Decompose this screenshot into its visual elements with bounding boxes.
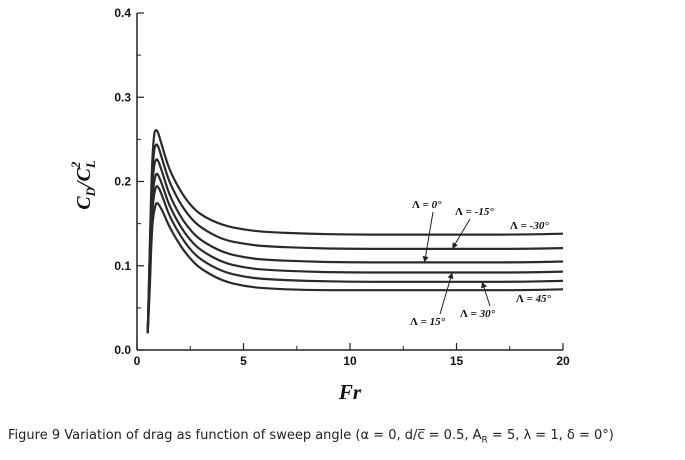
figure-caption: Figure 9 Variation of drag as function o…	[8, 428, 685, 446]
series-line-3	[146, 172, 564, 334]
series-line-4	[146, 184, 564, 334]
chart-series	[146, 129, 564, 334]
annotation-label-m15: Λ = -15°	[455, 206, 494, 218]
y-tick-label: 0.0	[114, 343, 131, 357]
y-tick-label: 0.1	[114, 259, 131, 273]
caption-params: α = 0, d/c̅ = 0.5, A	[360, 428, 482, 443]
annotation-arrowhead-p30	[481, 281, 487, 289]
annotation-label-p30: Λ = 30°	[460, 308, 496, 320]
annotation-arrow-a0	[424, 211, 434, 263]
drag-chart: 0 5 10 15 200.00.10.20.30.4 Λ = 0°Λ = -15°Λ …	[68, 6, 570, 404]
x-tick-label: 15	[450, 354, 464, 368]
series-line-5	[146, 201, 564, 334]
x-tick-label: 20	[556, 354, 570, 368]
series-line-0	[146, 129, 564, 334]
annotation-label-m30: Λ = -30°	[510, 220, 549, 232]
series-line-2	[146, 158, 564, 334]
caption-rest: = 5, λ = 1, δ = 0°)	[487, 428, 614, 443]
chart-annotations: Λ = 0° Λ = -15° Λ = -30° Λ = 15° Λ = 30° Λ = …	[410, 199, 552, 328]
y-tick-label: 0.4	[114, 6, 131, 20]
x-tick-label: 10	[343, 354, 357, 368]
x-tick-label: 0	[134, 354, 141, 368]
annotation-label-a0: Λ = 0°	[412, 199, 442, 211]
chart-ticks: 0 5 10 15 20 0.0 0.1 0.2 0.3 0.4	[114, 6, 570, 368]
caption-prefix: Figure 9 Variation of drag as function o…	[8, 428, 361, 443]
caption-sub-r: R	[481, 435, 488, 446]
series-line-1	[146, 143, 564, 334]
x-tick-label: 5	[240, 354, 247, 368]
annotation-arrowhead-p15	[447, 272, 454, 280]
annotation-label-p45: Λ = 45°	[516, 293, 552, 305]
annotation-arrowhead-m15	[452, 242, 458, 249]
y-axis-title: CD/CL2	[68, 160, 98, 210]
y-tick-label: 0.2	[114, 175, 131, 189]
annotation-arrow-p15	[439, 272, 453, 315]
annotation-arrowhead-a0	[422, 255, 429, 263]
annotation-label-p15: Λ = 15°	[410, 316, 446, 328]
x-axis-title: Fr	[338, 380, 362, 404]
chart-axes	[136, 13, 563, 351]
y-tick-label: 0.3	[114, 90, 131, 104]
